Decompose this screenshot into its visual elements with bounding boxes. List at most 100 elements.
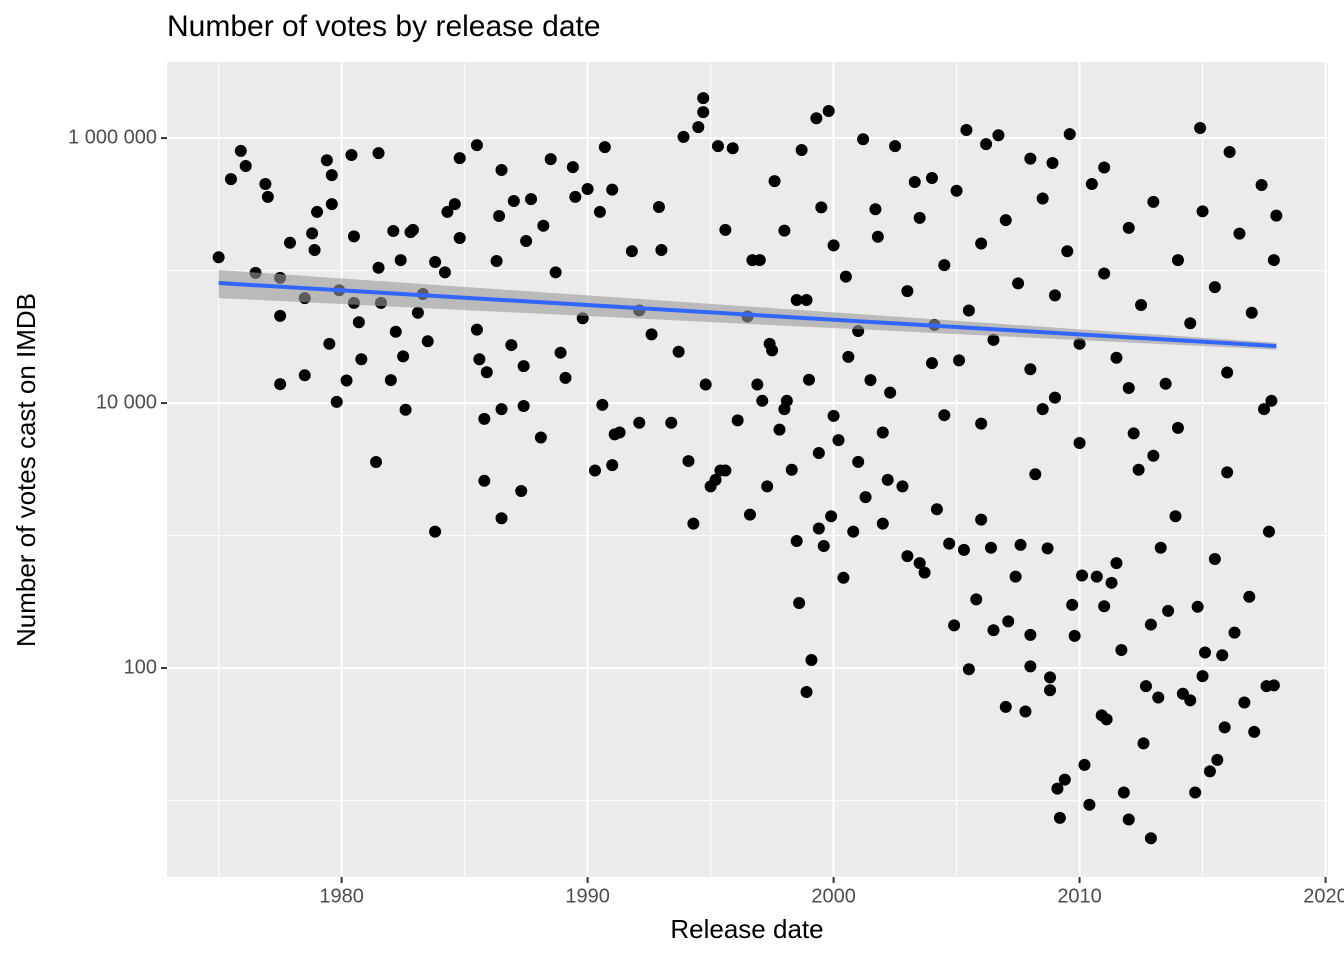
x-tick-label: 2000 (811, 885, 856, 907)
point (790, 293, 803, 306)
point (1191, 600, 1204, 613)
point (566, 161, 579, 174)
point (1245, 306, 1258, 319)
point (613, 426, 626, 439)
point (948, 619, 961, 632)
point (352, 316, 365, 329)
point (857, 133, 870, 146)
point (812, 522, 825, 535)
point (370, 456, 383, 469)
point (438, 266, 451, 279)
point (827, 239, 840, 252)
point (761, 480, 774, 493)
point (495, 403, 508, 416)
point (869, 203, 882, 216)
point (534, 431, 547, 444)
point (832, 434, 845, 447)
point (800, 293, 813, 306)
point (802, 373, 815, 386)
x-tick-label: 1980 (319, 885, 364, 907)
point (1144, 832, 1157, 845)
point (325, 169, 338, 182)
point (810, 112, 823, 125)
point (687, 517, 700, 530)
point (960, 124, 973, 137)
point (448, 198, 461, 211)
point (520, 235, 533, 248)
point (311, 205, 324, 218)
point (1002, 615, 1015, 628)
y-axis-label: Number of votes cast on IMDB (11, 293, 41, 647)
point (261, 190, 274, 203)
point (537, 219, 550, 232)
point (1058, 773, 1071, 786)
point (876, 426, 889, 439)
point (1122, 381, 1135, 394)
point (753, 254, 766, 267)
point (259, 178, 272, 191)
point (1159, 377, 1172, 390)
point (320, 154, 333, 167)
point (925, 357, 938, 370)
point (884, 386, 897, 399)
point (1137, 737, 1150, 750)
point (347, 230, 360, 243)
point (495, 512, 508, 525)
point (372, 147, 385, 160)
point (480, 366, 493, 379)
point (839, 270, 852, 283)
point (453, 232, 466, 245)
point (495, 164, 508, 177)
point (908, 176, 921, 189)
point (1098, 161, 1111, 174)
point (1019, 705, 1032, 718)
point (274, 309, 287, 322)
point (1041, 542, 1054, 555)
point (397, 350, 410, 363)
point (1194, 122, 1207, 135)
point (544, 153, 557, 166)
point (1098, 267, 1111, 280)
point (815, 201, 828, 214)
point (1135, 298, 1148, 311)
point (355, 353, 368, 366)
point (1208, 281, 1221, 294)
point (1036, 403, 1049, 416)
trend-line (218, 281, 1277, 349)
point (1267, 254, 1280, 267)
point (1073, 436, 1086, 449)
point (925, 171, 938, 184)
point (817, 539, 830, 552)
point (1127, 427, 1140, 440)
point (665, 416, 678, 429)
point (655, 243, 668, 256)
point (825, 510, 838, 523)
point (1147, 195, 1160, 208)
point (743, 508, 756, 521)
point (429, 256, 442, 269)
point (1196, 205, 1209, 218)
y-tick-label: 1 000 000 (68, 126, 157, 148)
point (719, 464, 732, 477)
point (985, 541, 998, 554)
point (859, 491, 872, 504)
point (938, 259, 951, 272)
point (692, 121, 705, 134)
point (1216, 649, 1229, 662)
point (598, 141, 611, 154)
point (234, 144, 247, 157)
point (1046, 157, 1059, 170)
point (751, 378, 764, 391)
point (1218, 721, 1231, 734)
point (323, 337, 336, 350)
point (581, 182, 594, 195)
point (672, 345, 685, 358)
point (554, 346, 567, 359)
point (778, 224, 791, 237)
point (588, 464, 601, 477)
point (490, 255, 503, 268)
point (677, 130, 690, 143)
point (913, 557, 926, 570)
point (549, 266, 562, 279)
